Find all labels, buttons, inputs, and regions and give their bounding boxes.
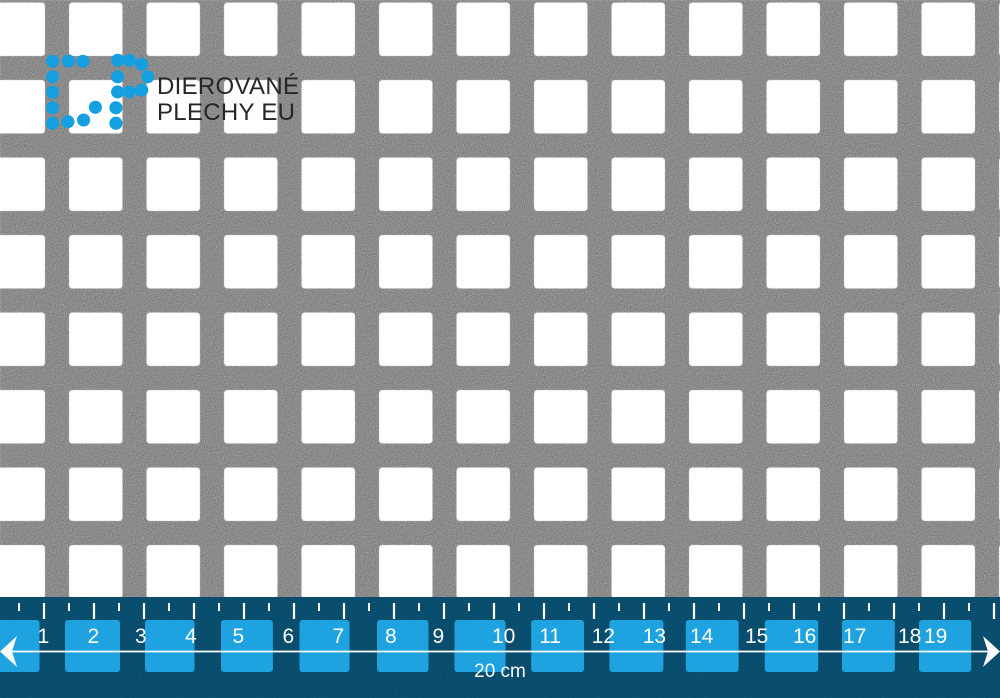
svg-text:5: 5 bbox=[233, 625, 245, 648]
svg-text:1: 1 bbox=[38, 625, 50, 648]
svg-text:18: 18 bbox=[898, 625, 921, 648]
svg-text:20 cm: 20 cm bbox=[474, 661, 526, 682]
svg-text:10: 10 bbox=[492, 625, 515, 648]
svg-text:17: 17 bbox=[843, 625, 866, 648]
svg-text:13: 13 bbox=[643, 625, 666, 648]
svg-text:11: 11 bbox=[539, 625, 561, 648]
svg-text:12: 12 bbox=[592, 625, 615, 648]
svg-text:4: 4 bbox=[185, 625, 197, 648]
svg-text:8: 8 bbox=[385, 625, 397, 648]
svg-text:9: 9 bbox=[433, 625, 445, 648]
svg-text:7: 7 bbox=[333, 625, 345, 648]
svg-text:19: 19 bbox=[924, 625, 947, 648]
svg-text:14: 14 bbox=[690, 625, 714, 648]
svg-text:2: 2 bbox=[88, 625, 100, 648]
svg-text:15: 15 bbox=[745, 625, 768, 648]
svg-text:3: 3 bbox=[135, 625, 147, 648]
svg-text:16: 16 bbox=[793, 625, 816, 648]
svg-text:6: 6 bbox=[283, 625, 295, 648]
